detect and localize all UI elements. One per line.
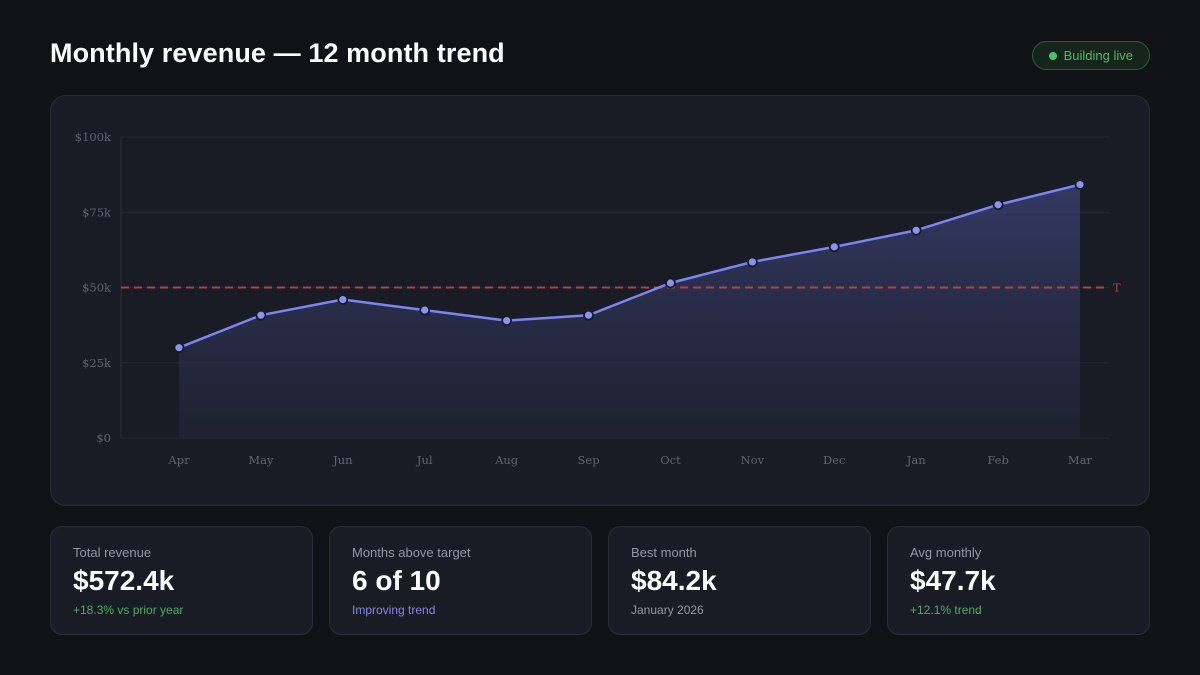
data-point-sep <box>583 309 594 321</box>
data-point-mar <box>1074 179 1086 190</box>
x-tick-label: Oct <box>660 453 681 467</box>
data-point-may <box>255 309 267 321</box>
revenue-chart-panel: T $0 $25k $50k $75k $100k Apr May Jun Jul Aug Sep O… <box>50 95 1150 506</box>
x-tick-label: Jul <box>416 453 433 467</box>
data-point-jul <box>419 304 431 316</box>
x-tick-label: Jan <box>906 453 926 467</box>
card-label: Best month <box>631 545 697 560</box>
card-value: $47.7k <box>910 565 996 596</box>
data-point-feb <box>992 199 1004 211</box>
data-point-aug <box>501 315 513 327</box>
target-line-label: T <box>1113 281 1121 295</box>
x-tick-label: Nov <box>741 453 765 467</box>
data-point-oct <box>665 277 676 289</box>
card-value: $572.4k <box>73 565 175 596</box>
x-tick-label: Mar <box>1068 453 1093 467</box>
card-label: Months above target <box>352 545 471 560</box>
card-label: Avg monthly <box>910 545 982 560</box>
data-point-dec <box>828 241 840 253</box>
live-status-dot-icon <box>1048 51 1057 60</box>
card-best-month: Best month $84.2k January 2026 <box>608 526 871 635</box>
card-value: $84.2k <box>631 565 717 596</box>
x-tick-label: May <box>248 453 274 467</box>
status-badge-label: Building live <box>1063 48 1133 63</box>
x-tick-label: Aug <box>494 453 519 467</box>
y-tick-label: $100k <box>75 130 112 144</box>
x-tick-label: Feb <box>987 453 1009 467</box>
data-point-jun <box>337 294 349 305</box>
y-tick-label: $25k <box>82 356 112 370</box>
x-tick-label: Apr <box>167 453 190 467</box>
revenue-line-chart: T $0 $25k $50k $75k $100k Apr May Jun Jul Aug Sep O… <box>75 130 1121 467</box>
series-area-fill <box>179 184 1080 438</box>
card-months-above-target: Months above target 6 of 10 Improving tr… <box>329 526 592 635</box>
card-avg-monthly: Avg monthly $47.7k +12.1% trend <box>887 526 1150 635</box>
card-total-revenue: Total revenue $572.4k +18.3% vs prior ye… <box>50 526 313 635</box>
y-tick-label: $0 <box>96 431 111 445</box>
card-subtext: +12.1% trend <box>910 603 982 617</box>
series-line <box>178 183 1081 349</box>
status-badge: Building live <box>1031 41 1150 70</box>
y-tick-label: $75k <box>82 205 112 219</box>
card-label: Total revenue <box>73 545 152 560</box>
summary-cards: Total revenue $572.4k +18.3% vs prior ye… <box>50 526 1150 635</box>
card-value: 6 of 10 <box>352 565 441 596</box>
x-tick-label: Jun <box>332 453 353 467</box>
data-point-apr <box>173 342 185 354</box>
x-tick-label: Sep <box>578 453 600 467</box>
card-subtext: Improving trend <box>352 603 436 617</box>
y-tick-label: $50k <box>82 281 112 295</box>
data-point-jan <box>910 224 922 236</box>
page-title: Monthly revenue — 12 month trend <box>50 38 505 68</box>
card-subtext: +18.3% vs prior year <box>73 603 184 617</box>
card-subtext: January 2026 <box>631 603 704 617</box>
data-point-nov <box>746 256 758 268</box>
x-tick-label: Dec <box>823 453 845 467</box>
